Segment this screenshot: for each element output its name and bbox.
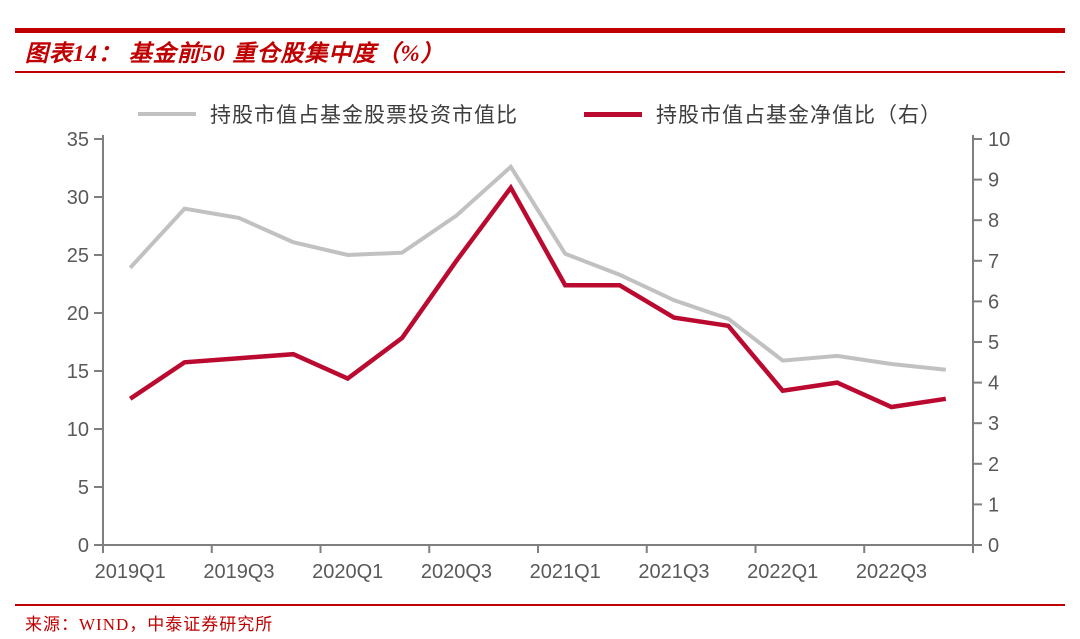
- left-axis-tick-label: 35: [67, 129, 89, 151]
- chart-legend: 持股市值占基金股票投资市值比 持股市值占基金净值比（右）: [0, 99, 1080, 129]
- left-axis-tick-label: 0: [78, 535, 89, 557]
- right-axis-tick-label: 0: [988, 535, 999, 557]
- right-axis-tick-label: 3: [988, 413, 999, 435]
- gray-line-swatch: [138, 112, 196, 116]
- x-axis-tick-label: 2020Q3: [421, 561, 492, 583]
- legend-label: 持股市值占基金股票投资市值比: [210, 103, 518, 127]
- header-top-rule: [15, 28, 1065, 33]
- x-axis-tick-label: 2022Q3: [856, 561, 927, 583]
- right-axis-tick-label: 5: [988, 332, 999, 354]
- right-axis-tick-label: 6: [988, 291, 999, 313]
- x-axis-tick-label: 2019Q3: [203, 561, 274, 583]
- series-line-stock-investment-ratio: [128, 163, 947, 372]
- source-text: 来源：WIND，中泰证券研究所: [25, 615, 274, 634]
- legend-item-stock-investment-ratio: 持股市值占基金股票投资市值比: [138, 99, 518, 129]
- series-line-net-value-ratio: [128, 183, 947, 410]
- header-bottom-rule: [15, 71, 1065, 73]
- right-axis-tick-label: 4: [988, 373, 999, 395]
- legend-item-net-value-ratio: 持股市值占基金净值比（右）: [584, 99, 942, 129]
- right-axis-tick-label: 10: [988, 129, 1010, 151]
- chart-title: 图表14： 基金前50 重仓股集中度（%）: [25, 41, 445, 66]
- x-axis-tick-label: 2021Q3: [638, 561, 709, 583]
- legend-label: 持股市值占基金净值比（右）: [656, 103, 942, 127]
- right-axis-tick-label: 9: [988, 170, 999, 192]
- right-axis-tick-label: 1: [988, 494, 999, 516]
- x-axis-tick-label: 2021Q1: [530, 561, 601, 583]
- left-axis-tick-label: 30: [67, 187, 89, 209]
- left-axis-tick-label: 25: [67, 245, 89, 267]
- red-line-swatch: [584, 111, 642, 117]
- left-axis-tick-label: 5: [78, 477, 89, 499]
- left-axis-tick-label: 20: [67, 303, 89, 325]
- x-axis-tick-label: 2019Q1: [95, 561, 166, 583]
- right-axis-tick-label: 2: [988, 454, 999, 476]
- left-axis-tick-label: 10: [67, 419, 89, 441]
- right-axis-tick-label: 7: [988, 251, 999, 273]
- x-axis-tick-label: 2020Q1: [312, 561, 383, 583]
- footer-rule: [15, 604, 1065, 606]
- right-axis-tick-label: 8: [988, 210, 999, 232]
- x-axis-tick-label: 2022Q1: [747, 561, 818, 583]
- left-axis-tick-label: 15: [67, 361, 89, 383]
